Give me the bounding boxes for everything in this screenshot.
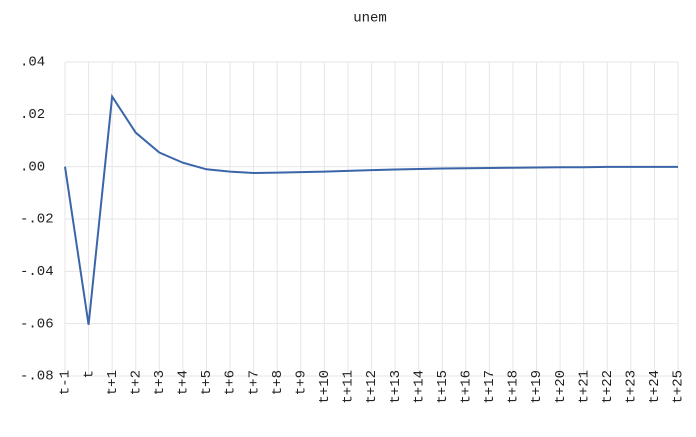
x-tick-label: t+6	[223, 370, 239, 395]
x-tick-label: t+19	[529, 370, 545, 404]
x-tick-label: t+4	[176, 370, 192, 395]
x-tick-label: t+11	[341, 370, 357, 404]
y-tick-label: -.02	[20, 212, 54, 228]
x-tick-label: t-1	[58, 370, 74, 395]
x-tick-label: t+24	[647, 370, 663, 404]
x-tick-label: t+22	[600, 370, 616, 404]
x-tick-label: t+8	[270, 370, 286, 395]
x-tick-label: t+5	[199, 370, 215, 395]
x-tick-label: t+10	[317, 370, 333, 404]
x-tick-label: t+9	[293, 370, 309, 395]
x-tick-label: t+23	[624, 370, 640, 404]
y-tick-label: -.06	[20, 316, 54, 332]
y-tick-label: .02	[20, 107, 45, 123]
x-tick-label: t+21	[576, 370, 592, 404]
x-tick-label: t+17	[482, 370, 498, 404]
x-tick-label: t+16	[459, 370, 475, 404]
x-tick-label: t+1	[105, 370, 121, 395]
x-tick-label: t+18	[506, 370, 522, 404]
x-tick-label: t+7	[246, 370, 262, 395]
y-tick-label: .04	[20, 55, 45, 71]
x-tick-label: t+14	[411, 370, 427, 404]
x-tick-label: t+25	[671, 370, 687, 404]
x-tick-label: t+2	[128, 370, 144, 395]
chart-title: unem	[353, 11, 387, 27]
x-tick-label: t+15	[435, 370, 451, 404]
x-tick-label: t+12	[364, 370, 380, 404]
y-tick-label: -.08	[20, 369, 54, 385]
data-line	[64, 93, 678, 325]
x-tick-label: t	[81, 370, 97, 378]
x-tick-label: t+3	[152, 370, 168, 395]
x-tick-label: t+20	[553, 370, 569, 404]
x-tick-label: t+13	[388, 370, 404, 404]
y-tick-label: -.04	[20, 264, 54, 280]
y-tick-label: .00	[20, 159, 45, 175]
